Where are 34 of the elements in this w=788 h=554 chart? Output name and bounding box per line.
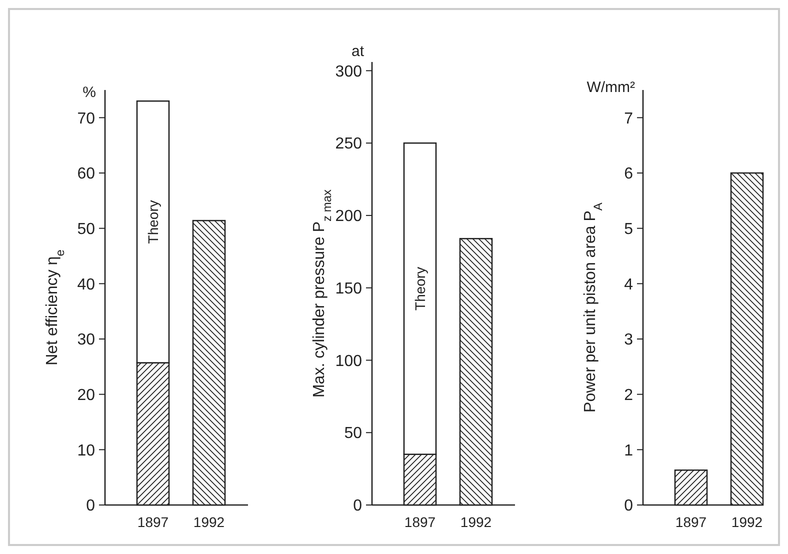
series-label: Theory [145, 200, 161, 244]
y-tick-label: 200 [335, 208, 362, 226]
y-tick-label: 0 [624, 498, 634, 515]
series-label: Theory [412, 266, 428, 310]
y-tick-label: 100 [335, 352, 362, 370]
y-tick-label: 2 [624, 386, 634, 404]
y-tick-label: 4 [624, 276, 634, 294]
y-tick-label: 60 [77, 166, 96, 183]
x-tick-label: 1992 [731, 514, 763, 530]
y-tick-label: 0 [86, 498, 96, 515]
x-tick-label: 1897 [137, 514, 169, 530]
y-tick-label: 0 [353, 498, 362, 515]
y-tick-label: 10 [77, 442, 96, 460]
y-tick-label: 70 [77, 110, 96, 128]
y-tick-label: 40 [77, 276, 96, 294]
x-tick-label: 1992 [193, 514, 225, 530]
y-tick-label: 150 [335, 280, 362, 298]
x-tick-label: 1992 [460, 514, 492, 530]
y-tick-label: 30 [77, 332, 96, 349]
y-tick-label: 6 [624, 166, 634, 183]
y-tick-label: 250 [335, 136, 362, 153]
y-tick-label: 1 [624, 442, 634, 460]
y-tick-label: 3 [624, 332, 634, 349]
y-tick-label: 5 [624, 220, 634, 238]
y-tick-label: 50 [77, 220, 96, 238]
text: at [351, 43, 365, 60]
text: W/mm² [586, 79, 636, 96]
y-tick-label: 300 [335, 63, 362, 80]
y-tick-label: 7 [624, 110, 634, 128]
text: % [82, 84, 96, 101]
x-tick-label: 1897 [675, 514, 707, 530]
y-tick-label: 20 [77, 386, 96, 404]
x-tick-label: 1897 [404, 514, 436, 530]
y-tick-label: 50 [344, 425, 362, 442]
